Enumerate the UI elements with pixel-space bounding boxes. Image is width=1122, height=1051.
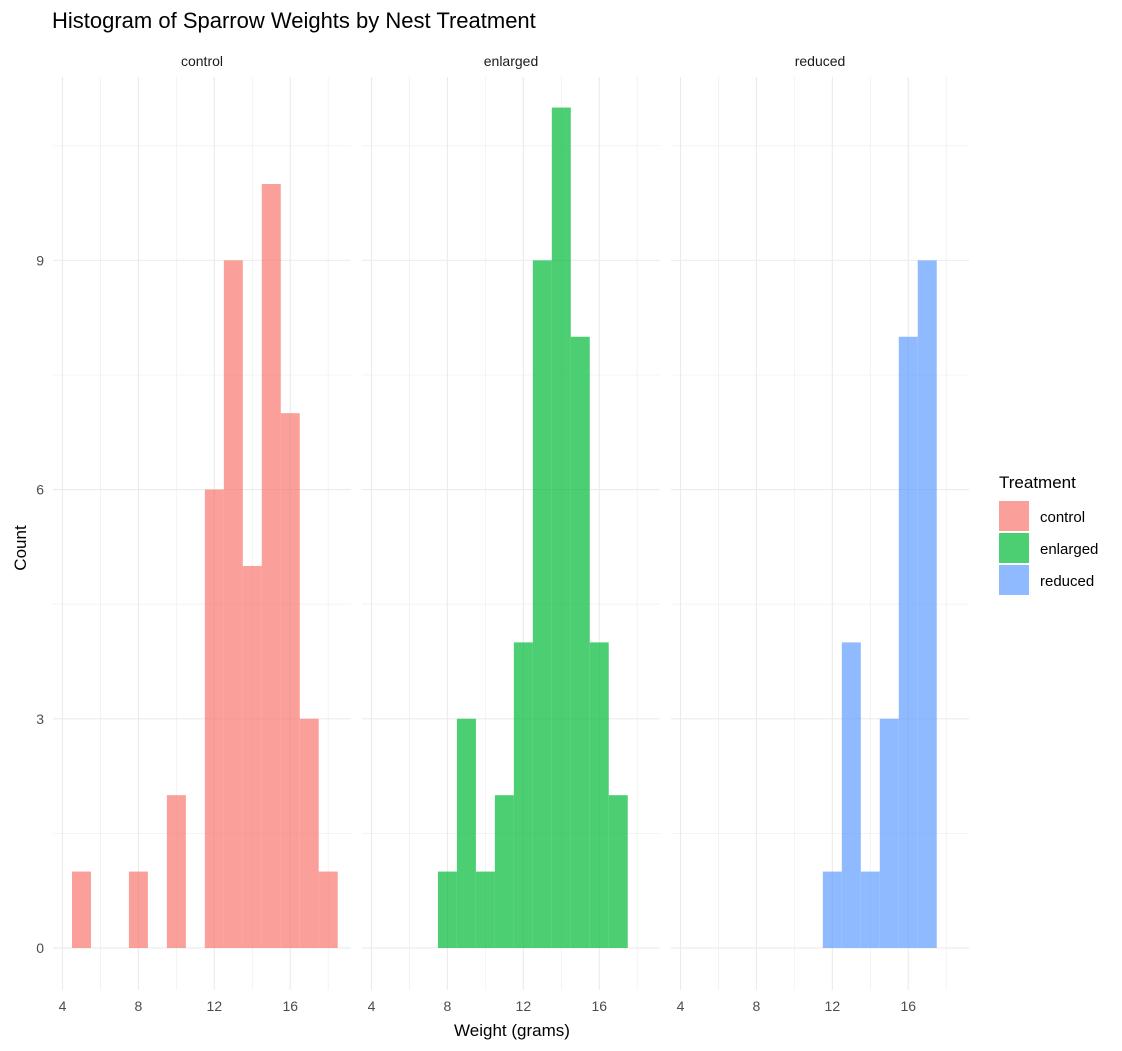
legend-key-reduced — [999, 565, 1029, 595]
facet-strip-label-control: control — [181, 53, 223, 69]
histogram-bar-reduced — [879, 718, 899, 948]
y-tick-label: 3 — [36, 711, 44, 727]
histogram-bar-control — [280, 413, 300, 948]
chart-title: Histogram of Sparrow Weights by Nest Tre… — [52, 8, 536, 33]
facet-panel-enlarged: enlarged — [362, 53, 660, 990]
legend-title: Treatment — [999, 473, 1076, 492]
x-tick-label: 8 — [753, 998, 761, 1014]
x-tick-label: 4 — [677, 998, 685, 1014]
y-axis: 0 3 6 9 — [36, 252, 44, 956]
x-tick-label: 4 — [368, 998, 376, 1014]
legend-label-control: control — [1040, 509, 1085, 526]
x-tick-label: 16 — [900, 998, 916, 1014]
histogram-bar-reduced — [822, 871, 842, 948]
histogram-bar-reduced — [841, 642, 861, 948]
x-tick-label: 12 — [516, 998, 532, 1014]
histogram-bar-control — [242, 565, 262, 948]
histogram-bar-enlarged — [475, 871, 495, 948]
histogram-bar-enlarged — [532, 260, 552, 948]
histogram-bar-enlarged — [494, 795, 514, 948]
legend: Treatment control enlarged reduced — [999, 473, 1098, 595]
facet-panel-control: control — [53, 53, 351, 990]
y-axis-title: Count — [11, 525, 30, 571]
legend-key-control — [999, 501, 1029, 531]
y-tick-label: 6 — [36, 482, 44, 498]
x-tick-label: 12 — [825, 998, 841, 1014]
histogram-bar-enlarged — [456, 718, 476, 948]
histogram-bar-control — [299, 718, 319, 948]
facet-strip-label-reduced: reduced — [795, 53, 846, 69]
x-tick-label: 16 — [591, 998, 607, 1014]
histogram-bar-control — [223, 260, 243, 948]
x-tick-label: 8 — [135, 998, 143, 1014]
x-tick-label: 8 — [444, 998, 452, 1014]
histogram-bar-control — [261, 183, 281, 948]
histogram-bar-control — [204, 489, 224, 948]
y-tick-label: 9 — [36, 252, 44, 268]
legend-label-reduced: reduced — [1040, 573, 1094, 590]
histogram-bar-enlarged — [513, 642, 533, 948]
histogram-bar-enlarged — [589, 642, 609, 948]
histogram-bar-enlarged — [608, 795, 628, 948]
histogram-bar-enlarged — [570, 336, 590, 948]
histogram-bar-enlarged — [437, 871, 457, 948]
x-tick-label: 16 — [282, 998, 298, 1014]
histogram-bar-reduced — [860, 871, 880, 948]
histogram-bar-reduced — [898, 336, 918, 948]
facet-panel-reduced: reduced — [671, 53, 969, 990]
x-tick-label: 4 — [59, 998, 67, 1014]
facet-strip-label-enlarged: enlarged — [484, 53, 539, 69]
histogram-bar-control — [166, 795, 186, 948]
legend-key-enlarged — [999, 533, 1029, 563]
x-axis: 4 8 12 16 4 8 12 16 4 8 12 16 — [59, 998, 917, 1014]
x-axis-title: Weight (grams) — [454, 1021, 570, 1040]
histogram-bar-reduced — [917, 260, 937, 948]
histogram-bar-enlarged — [551, 107, 571, 948]
histogram-bar-control — [318, 871, 338, 948]
legend-label-enlarged: enlarged — [1040, 541, 1098, 558]
y-tick-label: 0 — [36, 940, 44, 956]
facet-panels: control enlarged reduced — [53, 53, 969, 990]
histogram-bar-control — [128, 871, 148, 948]
histogram-bar-control — [71, 871, 91, 948]
x-tick-label: 12 — [207, 998, 223, 1014]
